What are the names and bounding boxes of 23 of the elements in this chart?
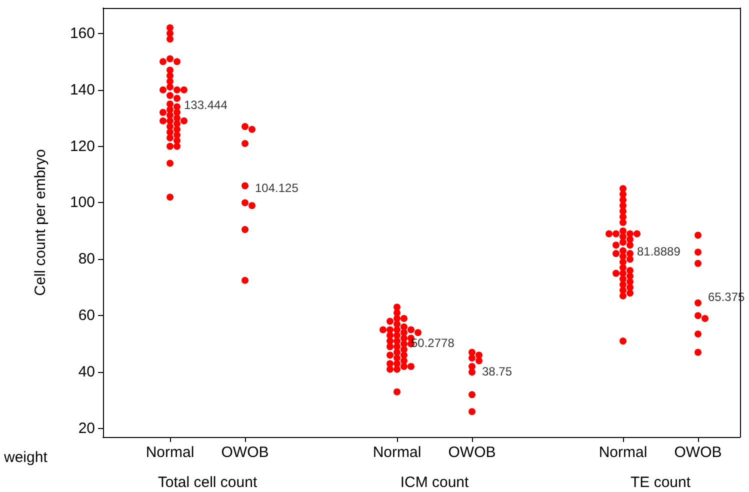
- y-tick-label: 60: [78, 307, 95, 324]
- x-axis-title: ICM count: [400, 474, 470, 491]
- x-axis-title: TE count: [630, 474, 692, 491]
- y-tick-label: 120: [70, 138, 95, 155]
- annotation: 133.444: [184, 98, 228, 112]
- x-tick-label: Normal: [146, 444, 194, 461]
- annotation: 81.8889: [637, 244, 681, 259]
- y-tick-label: 140: [70, 81, 95, 98]
- y-tick-label: 160: [70, 24, 95, 42]
- x-tick-label: OWOB: [448, 444, 496, 461]
- annotation: 104.125: [255, 180, 299, 195]
- y-tick-label: 80: [78, 250, 95, 268]
- x-axis-title: Total cell count: [158, 474, 258, 491]
- x-tick-label: OWOB: [221, 444, 269, 461]
- text: weight: [3, 449, 48, 466]
- y-axis-title: Cell count per embryo: [32, 149, 49, 296]
- x-tick-label: Normal: [598, 444, 648, 461]
- y-tick-label: 20: [78, 420, 95, 438]
- y-tick-label: 40: [78, 364, 95, 381]
- annotation: 38.75: [482, 364, 512, 378]
- x-tick-label: OWOB: [674, 444, 722, 461]
- y-tick-label: 100: [70, 194, 95, 212]
- x-tick-label: Normal: [372, 444, 422, 461]
